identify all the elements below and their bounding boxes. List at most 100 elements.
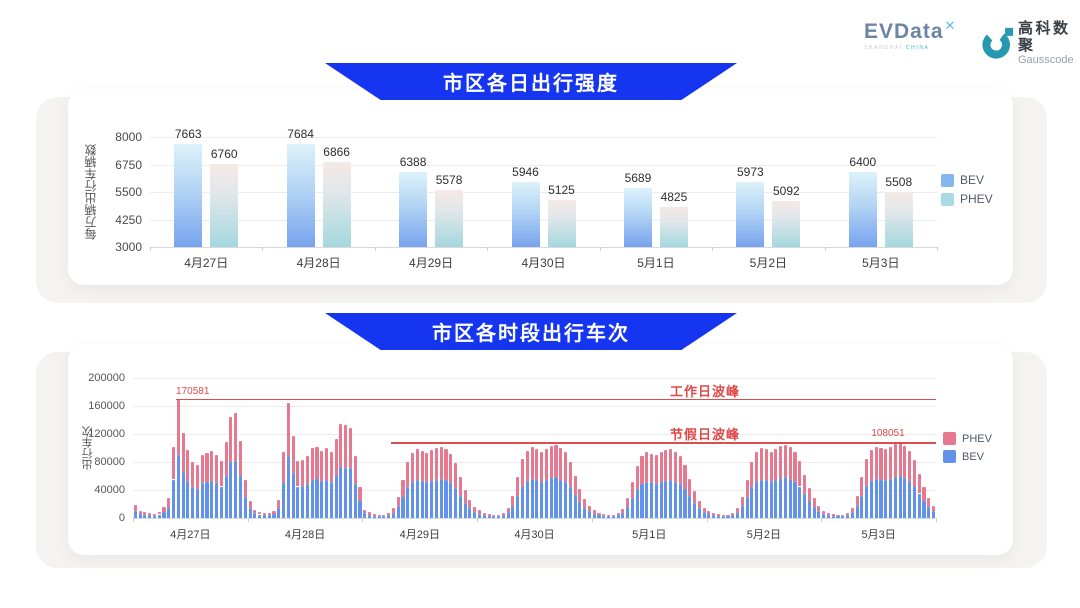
hourly-bev-bar xyxy=(334,474,338,518)
hourly-bev-bar xyxy=(697,508,701,518)
x-axis-label: 4月29日 xyxy=(399,529,440,541)
hourly-phev-bar xyxy=(549,445,553,479)
peak-value-label: 170581 xyxy=(176,385,210,397)
hourly-bev-bar xyxy=(650,482,654,518)
hourly-phev-bar xyxy=(932,506,936,512)
hourly-phev-bar xyxy=(152,513,156,516)
bev-swatch-icon xyxy=(943,450,956,463)
hourly-bev-bar xyxy=(927,507,931,518)
hourly-bev-bar xyxy=(487,515,491,518)
bev-bar xyxy=(286,143,315,247)
legend-item-phev[interactable]: PHEV xyxy=(943,432,992,445)
bev-bar xyxy=(848,172,877,247)
hourly-phev-bar xyxy=(850,507,854,513)
phev-swatch-icon xyxy=(943,432,956,445)
hourly-phev-bar xyxy=(525,450,529,481)
hourly-phev-bar xyxy=(611,514,615,517)
hourly-phev-bar xyxy=(626,498,630,508)
hourly-phev-bar xyxy=(215,455,219,483)
hourly-bev-bar xyxy=(520,485,525,518)
hourly-bev-bar xyxy=(377,516,381,518)
gridline xyxy=(133,518,936,519)
daily-legend: BEV PHEV xyxy=(941,173,993,211)
hourly-phev-bar xyxy=(463,490,467,503)
legend-item-phev[interactable]: PHEV xyxy=(941,192,993,206)
hourly-phev-bar xyxy=(559,448,563,480)
hourly-bev-bar xyxy=(573,494,577,518)
hourly-phev-bar xyxy=(841,514,845,517)
hourly-bev-bar xyxy=(673,481,677,518)
hourly-phev-bar xyxy=(927,498,931,508)
hourly-bev-bar xyxy=(802,494,807,518)
hourly-phev-bar xyxy=(602,514,606,516)
hourly-phev-bar xyxy=(353,456,357,485)
hourly-phev-bar xyxy=(434,448,439,480)
hourly-bev-bar xyxy=(152,515,156,518)
hourly-phev-bar xyxy=(458,477,462,496)
hourly-phev-bar xyxy=(798,460,802,487)
hourly-bev-bar xyxy=(157,514,161,518)
x-axis-label: 4月27日 xyxy=(184,256,229,270)
hourly-bev-bar xyxy=(511,505,515,518)
hourly-bev-bar xyxy=(434,479,439,518)
y-tick-label: 0 xyxy=(118,512,125,524)
hourly-phev-bar xyxy=(568,462,572,488)
hourly-phev-bar xyxy=(540,451,544,482)
hourly-bev-bar xyxy=(195,488,200,518)
hourly-phev-bar xyxy=(712,513,716,516)
evdata-text: EVData xyxy=(864,20,944,43)
hourly-bev-bar xyxy=(181,471,185,518)
hourly-bev-bar xyxy=(406,487,410,518)
hourly-phev-bar xyxy=(573,476,577,495)
gridline xyxy=(133,490,936,491)
bev-bar xyxy=(174,144,203,247)
hourly-bev-bar xyxy=(238,476,243,518)
gridline xyxy=(133,434,936,435)
peak-annotation-line xyxy=(391,442,936,444)
hourly-bev-bar xyxy=(258,514,262,518)
hourly-bev-bar xyxy=(783,477,787,518)
hourly-bev-bar xyxy=(305,484,309,518)
hourly-phev-bar xyxy=(157,511,161,515)
hourly-bev-bar xyxy=(817,511,821,518)
hourly-bev-bar xyxy=(769,481,773,518)
hourly-bev-bar xyxy=(200,483,204,518)
hourly-phev-bar xyxy=(176,398,180,455)
hourly-bev-bar xyxy=(320,480,324,518)
bev-bar xyxy=(399,172,428,247)
hourly-bev-bar xyxy=(267,515,271,518)
x-axis-label: 5月3日 xyxy=(862,256,900,270)
hourly-bev-bar xyxy=(248,508,252,518)
hourly-bev-bar xyxy=(148,515,152,518)
bev-bar xyxy=(511,182,540,247)
hourly-bev-bar xyxy=(133,511,137,518)
legend-item-bev[interactable]: BEV xyxy=(943,450,992,463)
hourly-phev-bar xyxy=(587,506,591,512)
axis-tick xyxy=(262,247,264,251)
peak-value-label: 108051 xyxy=(871,428,905,440)
peak-annotation-line xyxy=(176,398,936,401)
hourly-bev-bar xyxy=(779,478,783,518)
hourly-phev-bar xyxy=(750,462,754,488)
hourly-bev-bar xyxy=(219,486,223,518)
legend-item-bev[interactable]: BEV xyxy=(941,173,993,187)
hourly-phev-bar xyxy=(535,449,539,481)
phev-bar xyxy=(435,190,464,247)
hourly-bev-bar xyxy=(884,480,888,518)
y-tick-label: 6750 xyxy=(115,157,142,172)
hourly-bev-bar xyxy=(898,476,902,518)
hourly-bev-bar xyxy=(592,513,596,518)
hourly-bev-bar xyxy=(822,514,826,518)
hourly-phev-bar xyxy=(520,459,525,486)
hourly-bev-bar xyxy=(229,462,233,518)
hourly-phev-bar xyxy=(606,514,611,517)
hourly-bev-bar xyxy=(501,515,505,518)
hourly-phev-bar xyxy=(640,456,644,485)
hourly-phev-bar xyxy=(382,514,386,517)
hourly-bev-bar xyxy=(329,481,333,518)
evdata-x-icon: ✕ xyxy=(944,18,957,33)
x-axis-label: 5月2日 xyxy=(746,529,782,541)
hourly-bev-bar xyxy=(597,515,601,518)
hourly-phev-bar xyxy=(731,513,735,516)
gridline xyxy=(150,137,937,138)
